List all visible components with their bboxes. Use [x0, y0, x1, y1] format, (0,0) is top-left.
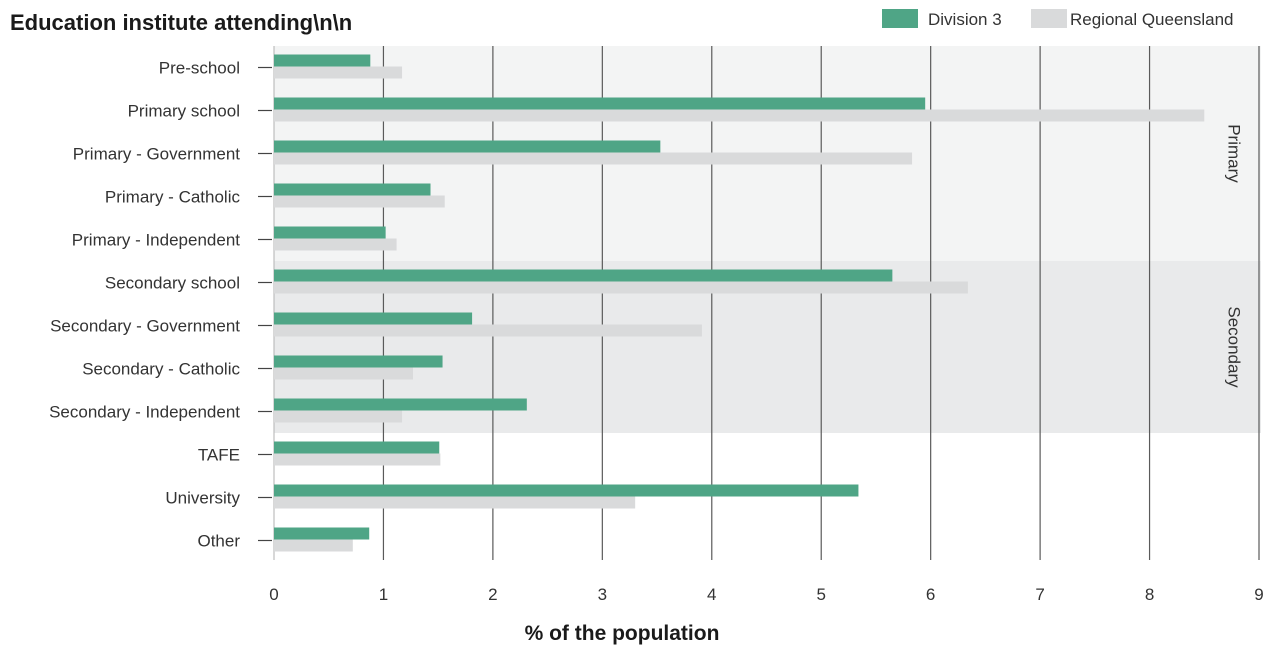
- bar-regional-queensland-secondary-catholic: [274, 367, 413, 380]
- bar-regional-queensland-primary-catholic: [274, 195, 445, 208]
- category-label-secondary-catholic: Secondary - Catholic: [82, 360, 240, 379]
- legend-swatch-regional-queensland: [1031, 9, 1067, 28]
- x-tick-label-2: 2: [488, 585, 497, 604]
- x-tick-label-3: 3: [598, 585, 607, 604]
- bar-regional-queensland-secondary-school: [274, 281, 968, 294]
- bar-division-3-pre-school: [274, 54, 371, 67]
- bars: [274, 54, 1205, 552]
- category-label-secondary-independent: Secondary - Independent: [49, 403, 240, 422]
- x-tick-labels: 0 1 2 3 4 5 6 7 8 9: [269, 585, 1263, 604]
- category-label-primary-catholic: Primary - Catholic: [105, 188, 241, 207]
- category-label-primary-independent: Primary - Independent: [72, 231, 240, 250]
- x-tick-label-6: 6: [926, 585, 935, 604]
- band-label-primary: Primary: [1225, 124, 1244, 183]
- category-label-pre-school: Pre-school: [159, 59, 240, 78]
- bar-division-3-other: [274, 527, 370, 540]
- bar-division-3-primary-school: [274, 97, 926, 110]
- category-label-other: Other: [197, 532, 240, 551]
- category-label-primary-school: Primary school: [128, 102, 240, 121]
- category-labels: Pre-school Primary school Primary - Govern…: [49, 59, 272, 551]
- x-tick-label-0: 0: [269, 585, 278, 604]
- x-tick-label-9: 9: [1254, 585, 1263, 604]
- bar-division-3-primary-catholic: [274, 183, 431, 196]
- bar-regional-queensland-other: [274, 539, 353, 552]
- bar-division-3-university: [274, 484, 859, 497]
- x-tick-label-8: 8: [1145, 585, 1154, 604]
- bar-division-3-secondary-catholic: [274, 355, 443, 368]
- bar-regional-queensland-tafe: [274, 453, 441, 466]
- bar-regional-queensland-primary-independent: [274, 238, 397, 251]
- bar-regional-queensland-primary-school: [274, 109, 1205, 122]
- x-tick-label-4: 4: [707, 585, 716, 604]
- bar-regional-queensland-secondary-government: [274, 324, 702, 337]
- legend-label-division-3: Division 3: [928, 10, 1002, 29]
- x-tick-label-1: 1: [379, 585, 388, 604]
- bar-regional-queensland-university: [274, 496, 636, 509]
- category-label-tafe: TAFE: [198, 446, 240, 465]
- bar-regional-queensland-secondary-independent: [274, 410, 403, 423]
- chart-title: Education institute attending\n\n: [10, 10, 352, 35]
- category-label-secondary-government: Secondary - Government: [50, 317, 240, 336]
- category-label-university: University: [165, 489, 240, 508]
- bar-division-3-primary-independent: [274, 226, 386, 239]
- bar-division-3-secondary-school: [274, 269, 893, 282]
- category-label-primary-government: Primary - Government: [73, 145, 240, 164]
- band-label-secondary: Secondary: [1225, 306, 1244, 388]
- bar-division-3-primary-government: [274, 140, 661, 153]
- bar-regional-queensland-primary-government: [274, 152, 913, 165]
- legend: Division 3 Regional Queensland: [882, 9, 1234, 29]
- bar-regional-queensland-pre-school: [274, 66, 403, 79]
- x-tick-label-5: 5: [816, 585, 825, 604]
- legend-label-regional-queensland: Regional Queensland: [1070, 10, 1234, 29]
- bar-division-3-secondary-government: [274, 312, 473, 325]
- x-tick-label-7: 7: [1035, 585, 1044, 604]
- bar-division-3-tafe: [274, 441, 440, 454]
- bar-division-3-secondary-independent: [274, 398, 527, 411]
- x-axis-title: % of the population: [525, 622, 720, 645]
- legend-swatch-division-3: [882, 9, 918, 28]
- category-label-secondary-school: Secondary school: [105, 274, 240, 293]
- band-labels: Primary Secondary: [1225, 124, 1244, 388]
- gridlines: [273, 46, 1260, 560]
